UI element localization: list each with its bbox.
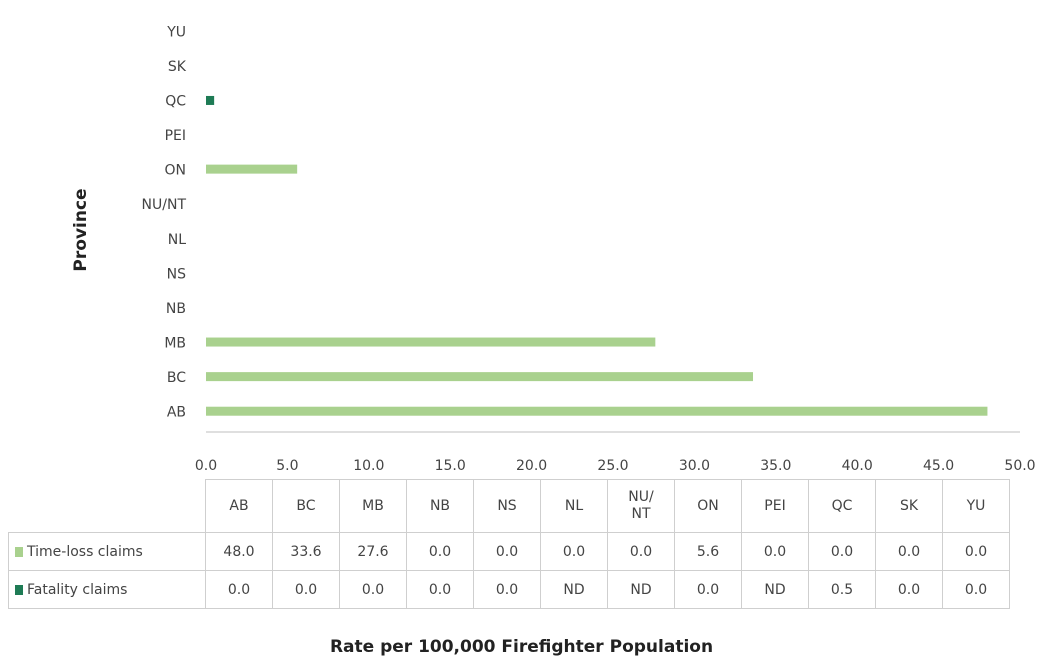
table-column-header: ON [674, 479, 742, 533]
table-cell: 27.6 [339, 532, 407, 571]
y-tick-label: ON [165, 163, 187, 179]
table-column-header: PEI [741, 479, 809, 533]
x-tick-label: 0.0 [195, 458, 217, 474]
time-loss-bar [206, 406, 988, 416]
table-row: Fatality claims 0.0 0.0 0.0 0.0 0.0 ND ND 0.0 ND 0… [8, 570, 1010, 609]
table-header-row: AB BC MB NB NS NL NU/NT ON PEI QC SK YU [8, 479, 1010, 533]
y-tick-label: PEI [165, 128, 186, 144]
table-body: Time-loss claims 48.0 33.6 27.6 0.0 0.0 0.0 0.0… [8, 532, 1010, 609]
x-tick-labels: 0.0 5.0 10.0 15.0 20.0 25.0 30.0 35.0 40.0 45.0 50… [195, 458, 1036, 474]
x-tick-label: 45.0 [923, 458, 954, 474]
table-cell: 0.0 [875, 532, 943, 571]
legend-swatch [15, 546, 23, 557]
y-tick-labels: AB BC MB NB NS NL NU/NT ON PEI QC SK YU [142, 24, 187, 420]
table-cell: 33.6 [272, 532, 340, 571]
table-cell: 5.6 [674, 532, 742, 571]
y-tick-label: NU/NT [142, 197, 187, 213]
y-tick-label: SK [168, 59, 187, 75]
table-column-header: QC [808, 479, 876, 533]
legend-label: Fatality claims [27, 581, 128, 598]
table-cell: 0.0 [674, 570, 742, 609]
time-loss-bar [206, 337, 656, 347]
time-loss-bar [206, 164, 298, 174]
table-corner [8, 479, 206, 533]
x-tick-label: 35.0 [760, 458, 791, 474]
table-cell: 0.0 [406, 570, 474, 609]
table-row: Time-loss claims 48.0 33.6 27.6 0.0 0.0 0.0 0.0… [8, 532, 1010, 571]
table-column-header: NL [540, 479, 608, 533]
legend-label: Time-loss claims [27, 543, 143, 560]
y-tick-label: NL [168, 232, 186, 248]
y-tick-label: MB [164, 336, 186, 352]
table-column-header: BC [272, 479, 340, 533]
legend-entry: Time-loss claims [8, 532, 206, 571]
y-tick-label: BC [167, 370, 186, 386]
table-cell: 0.0 [741, 532, 809, 571]
table-column-header: AB [205, 479, 273, 533]
table-cell: 0.0 [607, 532, 675, 571]
table-cell: 0.0 [540, 532, 608, 571]
table-column-header: SK [875, 479, 943, 533]
fatality-bar [206, 95, 215, 105]
legend-swatch [15, 584, 23, 595]
table-column-header: YU [942, 479, 1010, 533]
table-cell: 0.0 [473, 532, 541, 571]
table-cell: 0.0 [808, 532, 876, 571]
table-column-header: NS [473, 479, 541, 533]
y-tick-label: NB [166, 301, 186, 317]
table-cell: 0.0 [205, 570, 273, 609]
x-tick-label: 30.0 [679, 458, 710, 474]
x-tick-label: 15.0 [435, 458, 466, 474]
x-tick-label: 5.0 [276, 458, 298, 474]
y-tick-label: NS [167, 266, 186, 282]
bars-group [206, 95, 988, 416]
table-cell: 0.0 [272, 570, 340, 609]
y-tick-label: YU [166, 24, 186, 40]
table-column-header: NB [406, 479, 474, 533]
x-tick-label: 40.0 [842, 458, 873, 474]
y-tick-label: AB [167, 405, 186, 421]
data-table: AB BC MB NB NS NL NU/NT ON PEI QC SK YU Time-loss c… [8, 479, 1010, 609]
table-cell: ND [741, 570, 809, 609]
time-loss-bar [206, 372, 754, 382]
table-cell: 0.0 [875, 570, 943, 609]
table-column-header: NU/NT [607, 479, 675, 533]
table-cell: 0.0 [942, 570, 1010, 609]
y-axis-title: Province [71, 188, 91, 271]
table-column-header: MB [339, 479, 407, 533]
legend-entry: Fatality claims [8, 570, 206, 609]
x-tick-label: 50.0 [1004, 458, 1035, 474]
x-tick-label: 10.0 [353, 458, 384, 474]
table-cell: 0.0 [473, 570, 541, 609]
bar-chart: AB BC MB NB NS NL NU/NT ON PEI QC SK YU 0.0 5.0 10.0 1… [71, 24, 1036, 474]
x-tick-label: 25.0 [597, 458, 628, 474]
table-cell: 0.0 [339, 570, 407, 609]
table-cell: ND [607, 570, 675, 609]
table-cell: ND [540, 570, 608, 609]
x-axis-title: Rate per 100,000 Firefighter Population [329, 637, 714, 657]
table-cell: 0.5 [808, 570, 876, 609]
y-tick-label: QC [165, 93, 186, 109]
x-tick-label: 20.0 [516, 458, 547, 474]
table-cell: 0.0 [942, 532, 1010, 571]
table-cell: 48.0 [205, 532, 273, 571]
table-cell: 0.0 [406, 532, 474, 571]
